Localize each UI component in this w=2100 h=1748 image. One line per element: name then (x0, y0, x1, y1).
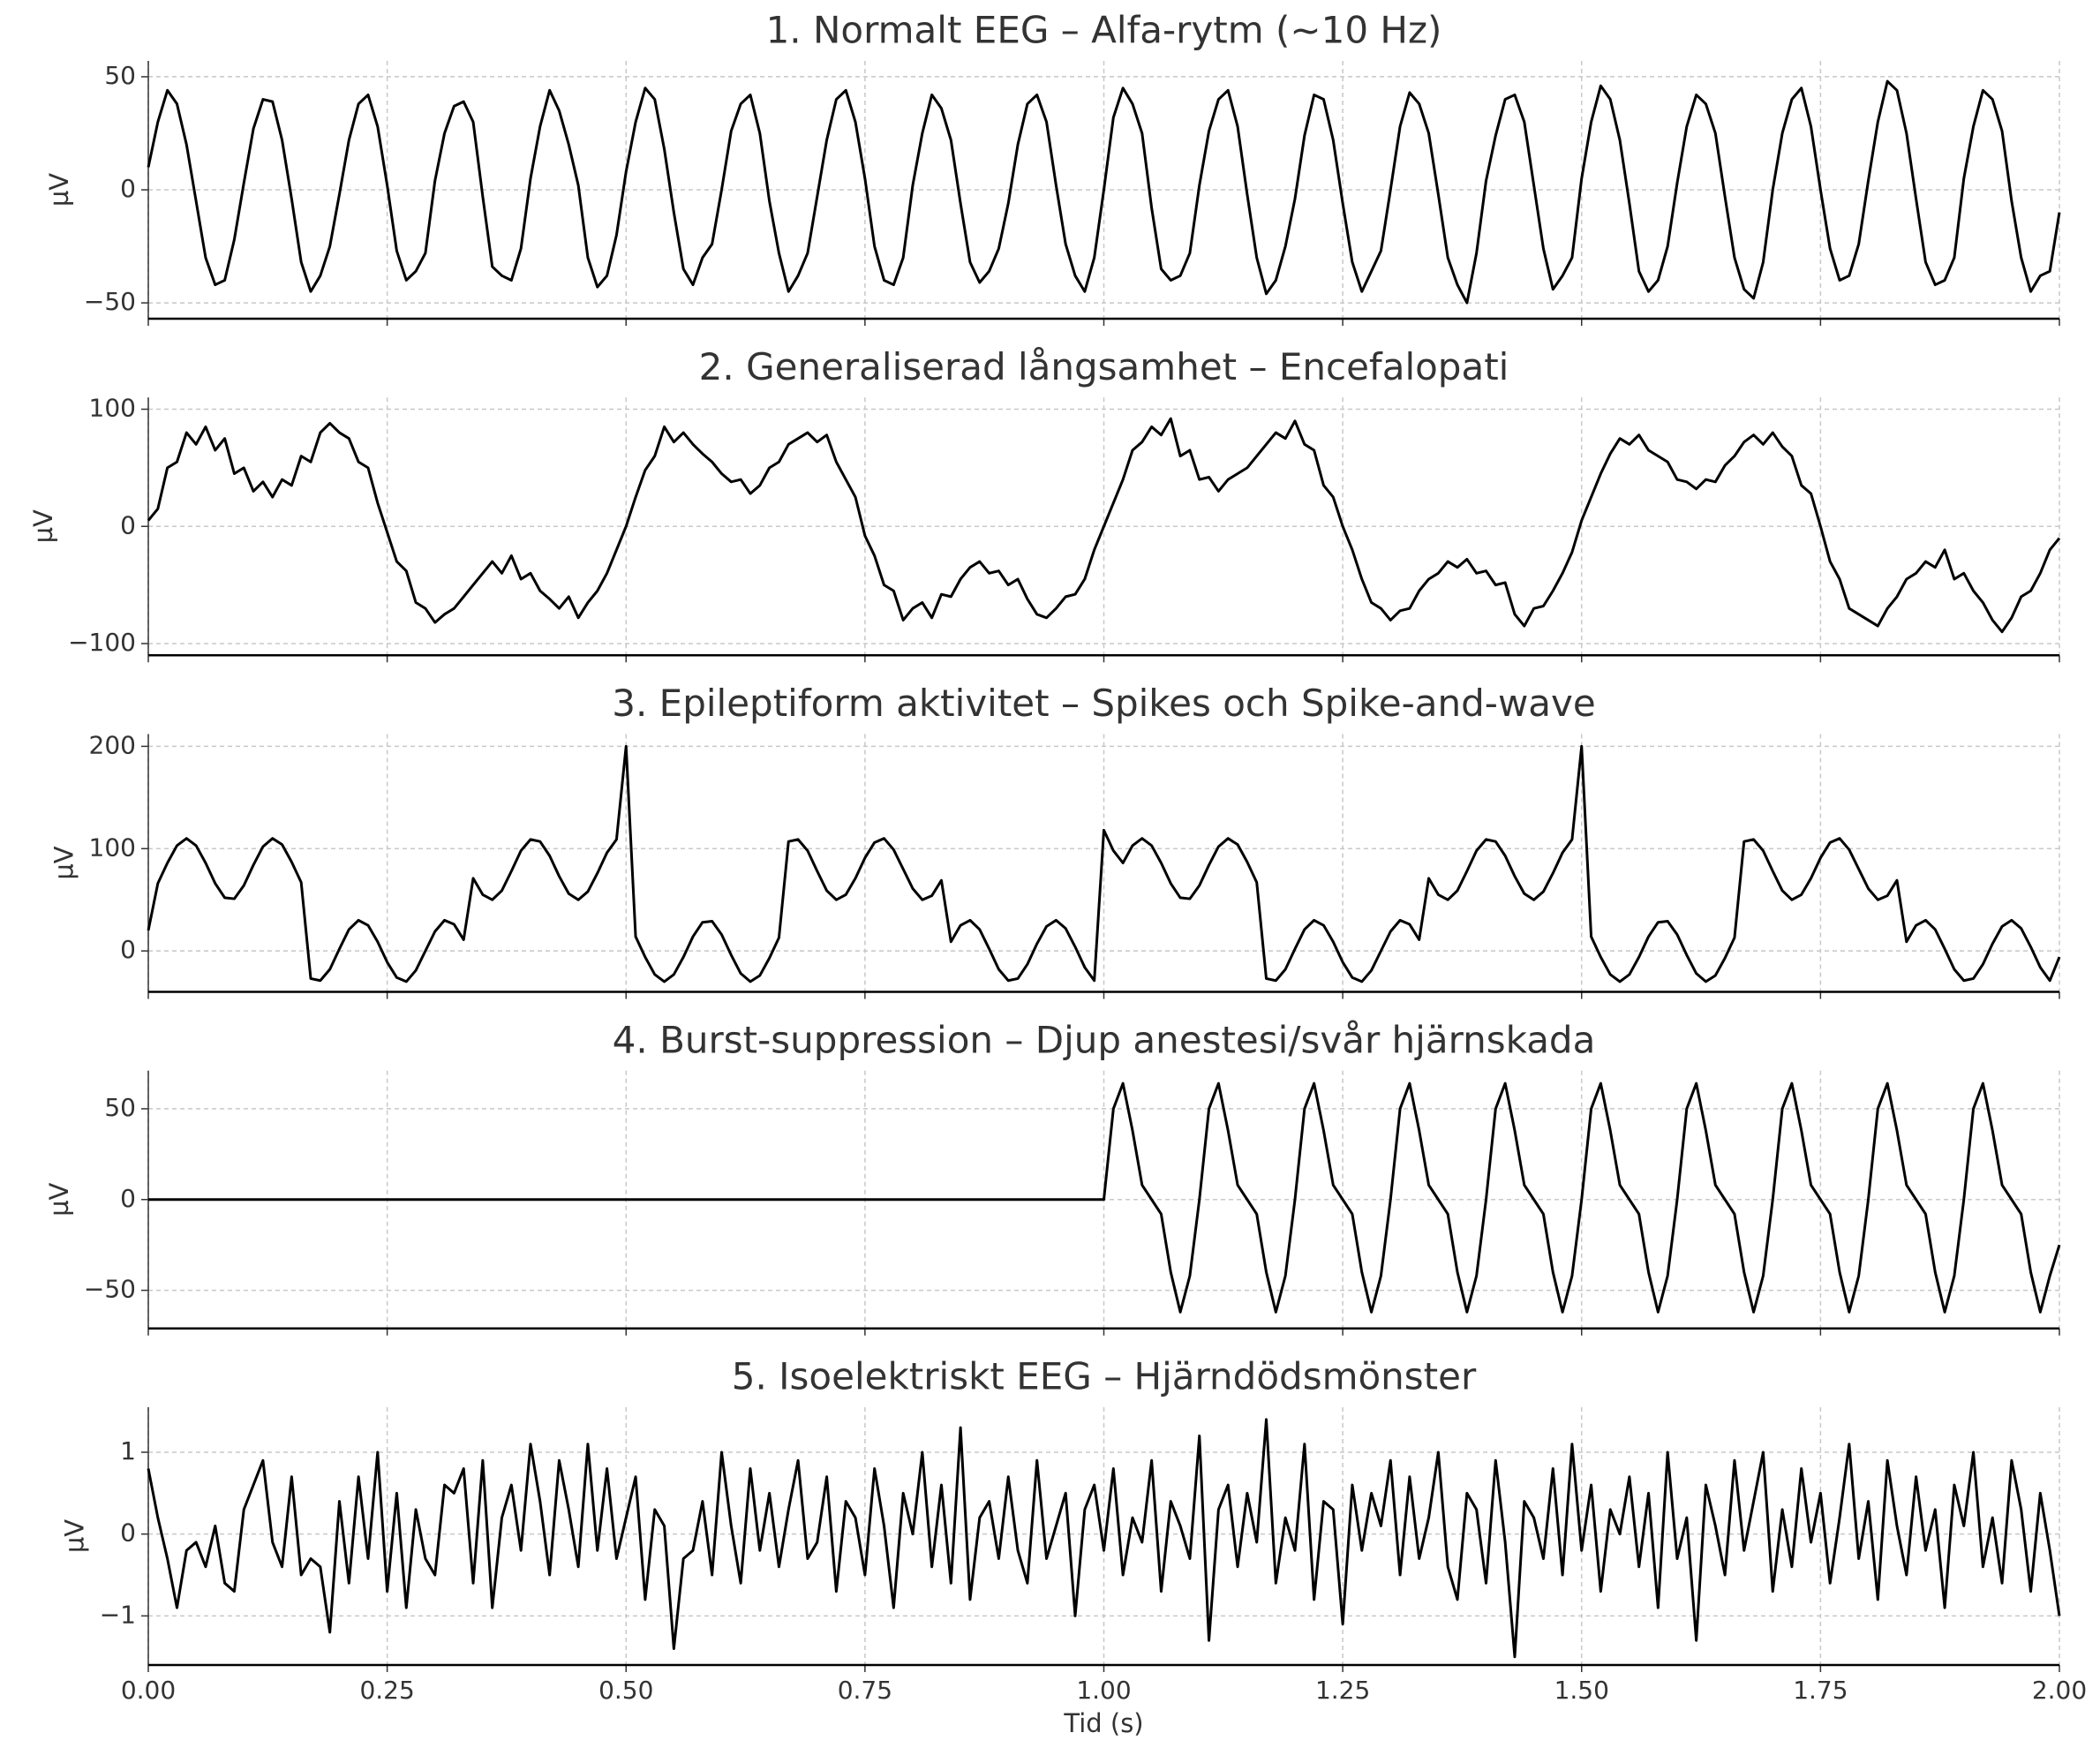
y-tick-label: 0 (120, 935, 136, 964)
x-tick-label: 1.25 (1315, 1676, 1370, 1705)
chart-title: 3. Epileptiform aktivitet – Spikes och S… (612, 682, 1595, 725)
x-tick-label: 1.75 (1793, 1676, 1848, 1705)
y-tick-label: −100 (68, 628, 136, 657)
y-axis-label: µV (28, 509, 58, 543)
y-tick-label: 50 (104, 1093, 136, 1122)
y-tick-label: 0 (120, 1184, 136, 1213)
panel: −100 0 100 2. Generaliserad långsamhet – En… (28, 345, 2061, 663)
chart-title: 2. Generaliserad långsamhet – Encefalopa… (699, 345, 1509, 388)
y-axis-label: µV (44, 173, 74, 207)
panel: −50 0 50 4. Burst-suppression – Djup aneste… (44, 1018, 2061, 1336)
x-tick-label: 1.00 (1076, 1676, 1131, 1705)
eeg-line (147, 1418, 2061, 1659)
y-tick-label: −1 (100, 1600, 136, 1629)
eeg-line (147, 744, 2061, 983)
x-tick-label: 1.50 (1554, 1676, 1609, 1705)
panel: −50 0 50 1. Normalt EEG – Alfa-rytm (~10 Hz… (44, 9, 2061, 326)
x-tick-label: 0.50 (598, 1676, 653, 1705)
y-tick-label: −50 (84, 1275, 136, 1304)
x-tick-label: 0.75 (838, 1676, 892, 1705)
chart-title: 5. Isoelektriskt EEG – Hjärndödsmönster (732, 1355, 1477, 1398)
y-tick-label: 50 (104, 61, 136, 90)
panel: 0 100 200 3. Epileptiform aktivitet – Spike… (49, 682, 2061, 999)
y-tick-label: 100 (89, 394, 136, 423)
y-tick-label: 1 (120, 1436, 136, 1465)
y-axis-label: µV (49, 846, 79, 879)
chart-title: 4. Burst-suppression – Djup anestesi/svå… (613, 1018, 1596, 1061)
x-axis-label: Tid (s) (1063, 1708, 1143, 1738)
eeg-line (147, 79, 2061, 305)
y-tick-label: 100 (89, 833, 136, 862)
eeg-line (147, 417, 2061, 634)
x-tick-label: 0.00 (121, 1676, 176, 1705)
y-axis-label: µV (60, 1519, 90, 1553)
y-tick-label: 200 (89, 730, 136, 759)
x-tick-label: 2.00 (2032, 1676, 2087, 1705)
y-tick-label: 0 (120, 1518, 136, 1548)
y-axis-label: µV (44, 1182, 74, 1216)
panel: 0.00 0.25 0.50 0.75 1.00 1.25 1.50 1.75 2.00 −1 0 1… (60, 1355, 2087, 1739)
y-tick-label: 0 (120, 510, 136, 539)
y-tick-label: −50 (84, 287, 136, 316)
chart-title: 1. Normalt EEG – Alfa-rytm (~10 Hz) (766, 9, 1442, 52)
x-tick-label: 0.25 (359, 1676, 414, 1705)
eeg-line (148, 1081, 2061, 1314)
y-tick-label: 0 (120, 174, 136, 203)
